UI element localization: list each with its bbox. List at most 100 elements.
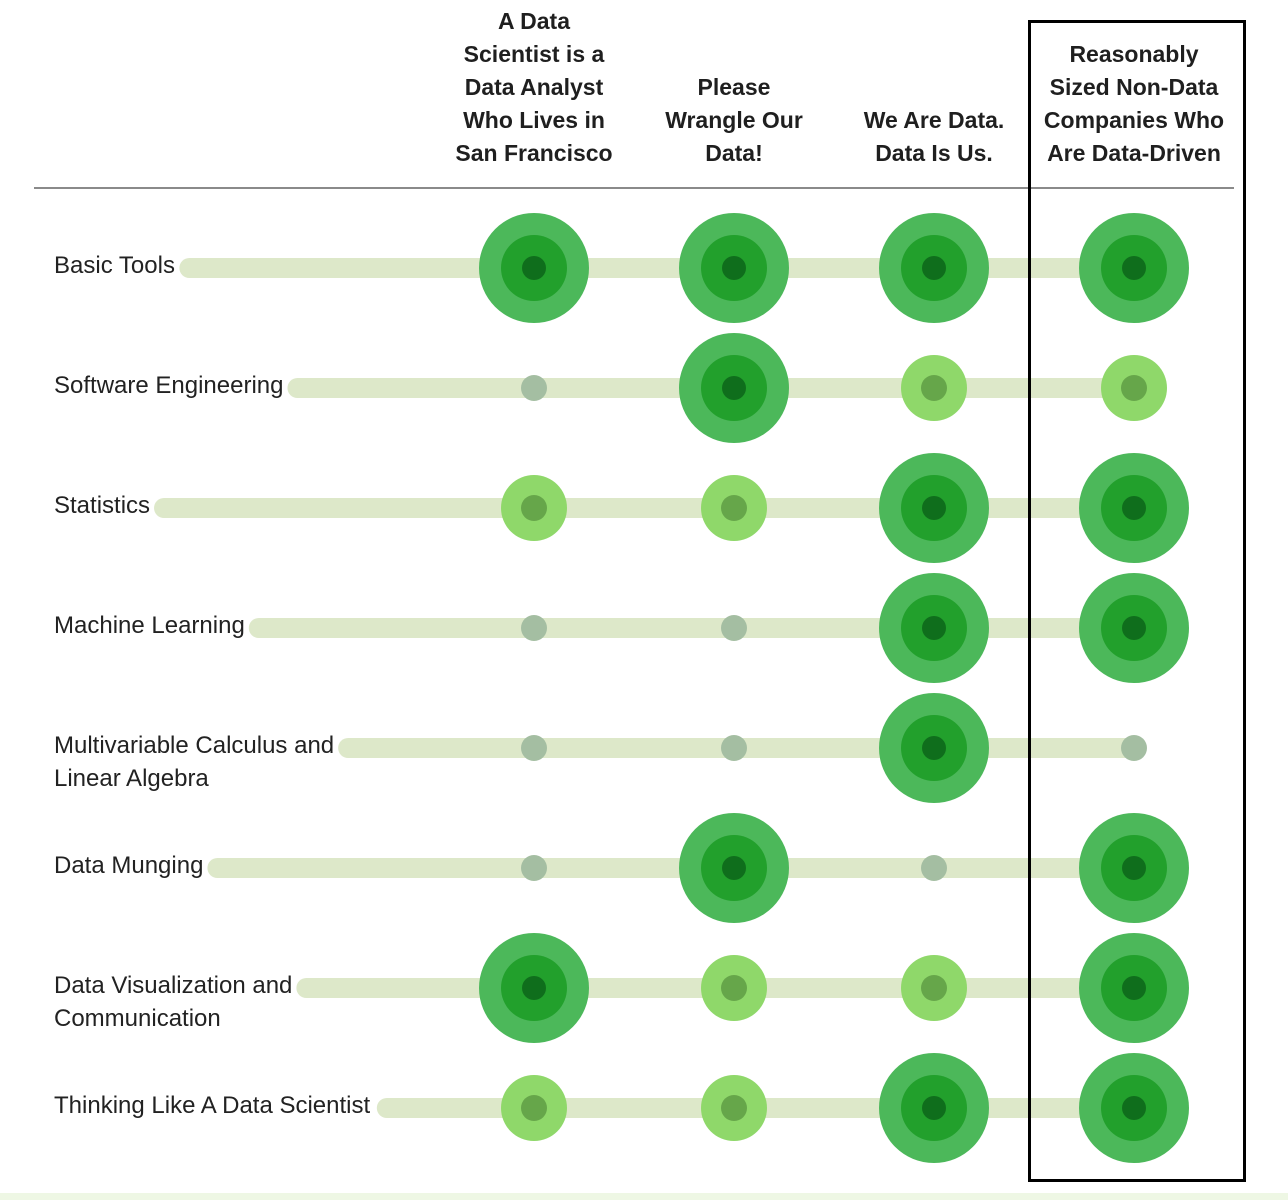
bubble-level-2 <box>501 475 567 541</box>
row-label-line: Basic Tools <box>54 252 175 279</box>
row-label-line: Machine Learning <box>54 612 245 639</box>
bubble-level-3 <box>479 933 589 1043</box>
row-label-line: Communication <box>54 1005 221 1032</box>
column-header-line: Data! <box>705 140 763 166</box>
column-header-line: San Francisco <box>455 140 613 166</box>
bubble-core <box>721 735 747 761</box>
row-label: Data Visualization and Communication <box>54 969 384 1035</box>
bubble-level-3 <box>679 333 789 443</box>
column-header-line: We Are Data. <box>863 107 1005 133</box>
bubble-level-2 <box>701 1075 767 1141</box>
bubble-core <box>922 1096 946 1120</box>
column-header-line: Data Analyst <box>464 74 604 100</box>
bubble-level-3 <box>1079 933 1189 1043</box>
bubble-core <box>922 736 946 760</box>
column-header-line: Reasonably <box>1069 41 1199 67</box>
bubble-core <box>722 256 746 280</box>
column-header-line: Who Lives in <box>463 107 605 133</box>
bubble-level-2 <box>701 955 767 1021</box>
bubble-level-3 <box>1079 453 1189 563</box>
bubble-core <box>522 976 546 1000</box>
bubble-core <box>721 495 747 521</box>
column-header-text: A Data Scientist is a Data Analyst Who Live… <box>455 5 612 170</box>
bubble-level-2 <box>1101 355 1167 421</box>
column-header-sf-analyst: A Data Scientist is a Data Analyst Who Live… <box>439 0 629 188</box>
column-header-line: Sized Non-Data <box>1049 74 1219 100</box>
bubble-core <box>1121 375 1147 401</box>
bubble-core <box>922 256 946 280</box>
row-label: Software Engineering <box>54 369 384 402</box>
bubble-core <box>1122 1096 1146 1120</box>
bubble-level-3 <box>1079 573 1189 683</box>
bubble-level-1 <box>521 735 547 761</box>
bubble-level-3 <box>679 813 789 923</box>
bubble-level-3 <box>1079 813 1189 923</box>
column-header-line: Companies Who <box>1043 107 1225 133</box>
bubble-core <box>721 975 747 1001</box>
bubble-core <box>521 495 547 521</box>
column-header-line: Wrangle Our <box>665 107 803 133</box>
bubble-level-2 <box>901 955 967 1021</box>
bubble-core <box>722 376 746 400</box>
bubble-level-3 <box>879 573 989 683</box>
column-header-text: We Are Data. Data Is Us. <box>864 104 1005 170</box>
column-header-line: Scientist is a <box>463 41 605 67</box>
bubble-core <box>721 1095 747 1121</box>
column-header-text: Please Wrangle Our Data! <box>665 71 803 170</box>
bubble-core <box>1122 256 1146 280</box>
bubble-level-3 <box>879 453 989 563</box>
row-label-line: Software Engineering <box>54 372 284 399</box>
bubble-core <box>922 616 946 640</box>
bubble-level-3 <box>879 1053 989 1163</box>
bubble-core <box>1122 496 1146 520</box>
bubble-core <box>521 735 547 761</box>
bubble-core <box>1122 856 1146 880</box>
row-label: Multivariable Calculus and Linear Algebra <box>54 729 384 795</box>
bubble-level-2 <box>501 1075 567 1141</box>
row-label: Basic Tools <box>54 249 384 282</box>
bubble-core <box>521 615 547 641</box>
bubble-core <box>521 375 547 401</box>
row-label: Statistics <box>54 489 384 522</box>
row-label-line: Statistics <box>54 492 151 519</box>
bubble-level-1 <box>721 735 747 761</box>
bubble-level-3 <box>879 213 989 323</box>
bubble-core <box>921 975 947 1001</box>
bubble-level-1 <box>1121 735 1147 761</box>
row-label-line: Thinking Like A Data Scientist <box>54 1092 371 1119</box>
bubble-core <box>921 375 947 401</box>
bubble-core <box>521 1095 547 1121</box>
bubble-level-1 <box>521 855 547 881</box>
row-label-line: Data Munging <box>54 852 204 879</box>
bubble-level-3 <box>479 213 589 323</box>
row-label: Machine Learning <box>54 609 384 642</box>
bottom-strip <box>0 1193 1288 1200</box>
header-divider <box>34 187 1234 189</box>
column-header-line: Data Is Us. <box>875 140 993 166</box>
column-header-we-are-data: We Are Data. Data Is Us. <box>839 0 1029 188</box>
bubble-level-2 <box>701 475 767 541</box>
bubble-level-1 <box>521 375 547 401</box>
bubble-core <box>1122 976 1146 1000</box>
row-label-line: Linear Algebra <box>54 765 209 792</box>
bubble-core <box>722 856 746 880</box>
bubble-level-1 <box>521 615 547 641</box>
bubble-core <box>921 855 947 881</box>
bubble-core <box>522 256 546 280</box>
column-header-line: Are Data-Driven <box>1047 140 1221 166</box>
column-header-line: Please <box>697 74 771 100</box>
column-header-line: A Data <box>497 8 570 34</box>
bubble-level-3 <box>879 693 989 803</box>
column-header-wrangle-data: Please Wrangle Our Data! <box>639 0 829 188</box>
bubble-level-3 <box>1079 1053 1189 1163</box>
bubble-level-3 <box>1079 213 1189 323</box>
bubble-core <box>1121 735 1147 761</box>
bubble-level-1 <box>921 855 947 881</box>
column-header-text: Reasonably Sized Non-Data Companies Who Are… <box>1044 38 1224 170</box>
column-header-data-driven-companies: Reasonably Sized Non-Data Companies Who Are… <box>1039 0 1229 188</box>
row-label: Thinking Like A Data Scientist <box>54 1089 384 1122</box>
row-label-line: Multivariable Calculus and <box>54 732 335 759</box>
row-label: Data Munging <box>54 849 384 882</box>
bubble-level-3 <box>679 213 789 323</box>
